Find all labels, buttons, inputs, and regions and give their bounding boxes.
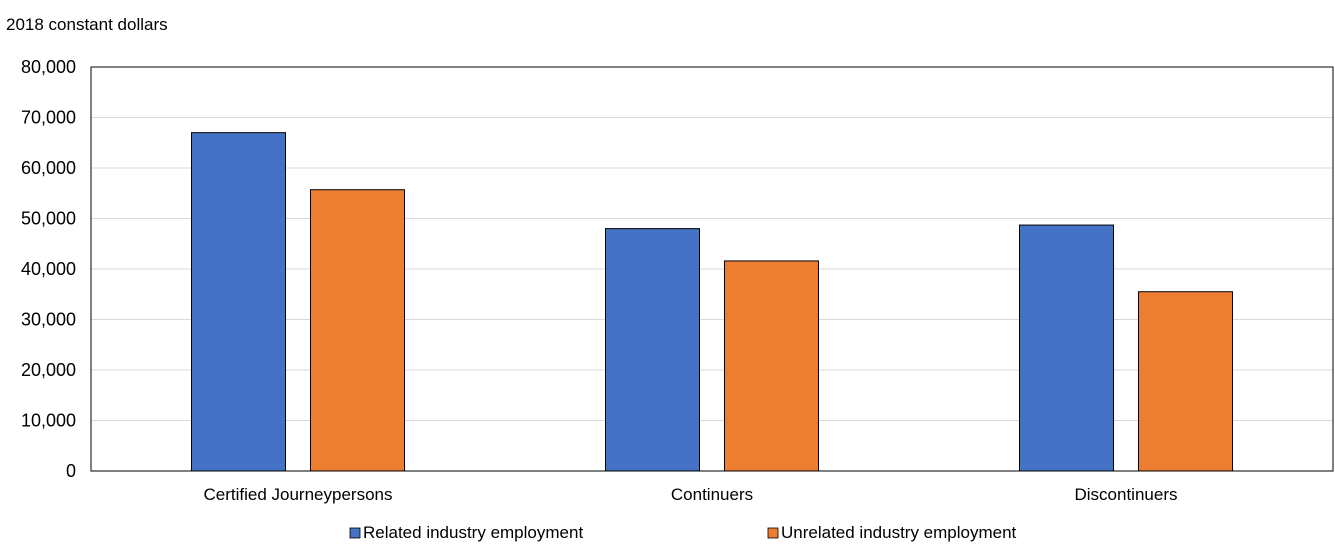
bar-related (191, 132, 286, 472)
x-category-label: Certified Journeypersons (204, 485, 393, 504)
y-tick-label: 40,000 (21, 259, 76, 279)
plot-area-frame (90, 66, 1334, 472)
x-category-label: Continuers (671, 485, 753, 504)
legend: Related industry employment Unrelated ind… (349, 523, 1017, 542)
bar-related (1019, 224, 1114, 472)
gridlines (91, 117, 1333, 421)
y-tick-label: 10,000 (21, 411, 76, 431)
legend-label: Related industry employment (363, 523, 583, 542)
y-tick-label: 20,000 (21, 360, 76, 380)
bar-unrelated (310, 189, 405, 472)
legend-label: Unrelated industry employment (781, 523, 1017, 542)
x-category-label: Discontinuers (1075, 485, 1178, 504)
y-axis-ticks: 0 10,000 20,000 30,000 40,000 50,000 60,000 70,… (21, 57, 76, 481)
y-tick-label: 70,000 (21, 108, 76, 128)
legend-swatch (349, 527, 361, 539)
bar-related (605, 228, 700, 472)
y-tick-label: 0 (66, 461, 76, 481)
y-axis-unit-label: 2018 constant dollars (6, 15, 168, 34)
y-tick-label: 80,000 (21, 57, 76, 77)
y-tick-label: 50,000 (21, 209, 76, 229)
bar-unrelated (724, 260, 819, 472)
legend-swatch (767, 527, 779, 539)
y-tick-label: 30,000 (21, 310, 76, 330)
y-tick-label: 60,000 (21, 158, 76, 178)
bars (191, 132, 1233, 472)
x-axis-categories: Certified Journeypersons Continuers Discon… (204, 485, 1178, 504)
bar-unrelated (1138, 291, 1233, 472)
